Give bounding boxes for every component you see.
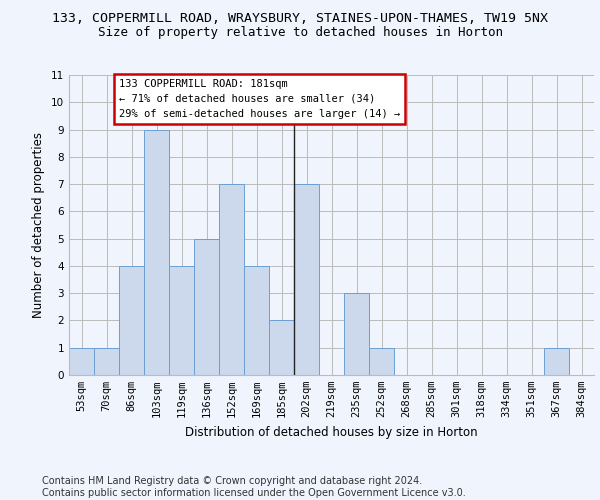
Bar bbox=[219, 184, 244, 375]
Bar bbox=[94, 348, 119, 375]
Bar bbox=[369, 348, 394, 375]
Bar bbox=[344, 293, 369, 375]
Bar bbox=[244, 266, 269, 375]
Bar bbox=[119, 266, 144, 375]
Y-axis label: Number of detached properties: Number of detached properties bbox=[32, 132, 46, 318]
Text: 133, COPPERMILL ROAD, WRAYSBURY, STAINES-UPON-THAMES, TW19 5NX: 133, COPPERMILL ROAD, WRAYSBURY, STAINES… bbox=[52, 12, 548, 26]
Bar bbox=[544, 348, 569, 375]
Bar bbox=[269, 320, 294, 375]
Text: 133 COPPERMILL ROAD: 181sqm
← 71% of detached houses are smaller (34)
29% of sem: 133 COPPERMILL ROAD: 181sqm ← 71% of det… bbox=[119, 79, 400, 118]
Text: Contains HM Land Registry data © Crown copyright and database right 2024.
Contai: Contains HM Land Registry data © Crown c… bbox=[42, 476, 466, 498]
X-axis label: Distribution of detached houses by size in Horton: Distribution of detached houses by size … bbox=[185, 426, 478, 438]
Bar bbox=[294, 184, 319, 375]
Bar bbox=[144, 130, 169, 375]
Text: Size of property relative to detached houses in Horton: Size of property relative to detached ho… bbox=[97, 26, 503, 39]
Bar bbox=[169, 266, 194, 375]
Bar bbox=[69, 348, 94, 375]
Bar bbox=[194, 238, 219, 375]
